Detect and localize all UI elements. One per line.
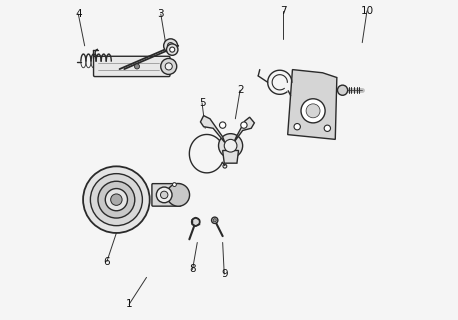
Circle shape: [301, 99, 325, 123]
Circle shape: [219, 122, 226, 128]
Circle shape: [161, 59, 177, 75]
Text: 8: 8: [189, 264, 196, 275]
Text: 6: 6: [104, 257, 110, 267]
Circle shape: [168, 43, 174, 49]
Text: 9: 9: [221, 269, 228, 279]
Circle shape: [167, 184, 190, 206]
Circle shape: [191, 218, 200, 226]
Text: 5: 5: [199, 98, 205, 108]
Circle shape: [324, 125, 331, 132]
Circle shape: [213, 219, 216, 222]
Text: 7: 7: [280, 6, 286, 16]
Polygon shape: [234, 117, 254, 142]
Circle shape: [167, 44, 178, 55]
Text: 1: 1: [126, 299, 132, 309]
Polygon shape: [201, 116, 225, 142]
Polygon shape: [288, 69, 337, 140]
Circle shape: [306, 104, 320, 118]
Circle shape: [294, 124, 300, 130]
FancyBboxPatch shape: [93, 56, 170, 76]
Text: 3: 3: [158, 9, 164, 19]
Circle shape: [105, 188, 127, 211]
Circle shape: [90, 174, 142, 226]
Text: 4: 4: [75, 9, 82, 19]
Circle shape: [164, 39, 178, 53]
Circle shape: [111, 194, 122, 205]
Circle shape: [241, 122, 247, 128]
Text: 10: 10: [360, 6, 374, 16]
Circle shape: [169, 47, 175, 52]
Circle shape: [165, 63, 172, 70]
Circle shape: [218, 134, 243, 158]
FancyBboxPatch shape: [152, 184, 181, 206]
Circle shape: [83, 166, 150, 233]
Circle shape: [212, 217, 218, 223]
Text: 2: 2: [237, 85, 243, 95]
Circle shape: [98, 181, 135, 218]
Polygon shape: [223, 150, 239, 163]
Circle shape: [173, 183, 176, 187]
Circle shape: [338, 85, 348, 95]
Circle shape: [156, 187, 172, 203]
Circle shape: [160, 191, 168, 199]
Circle shape: [224, 140, 237, 152]
Circle shape: [135, 64, 140, 69]
